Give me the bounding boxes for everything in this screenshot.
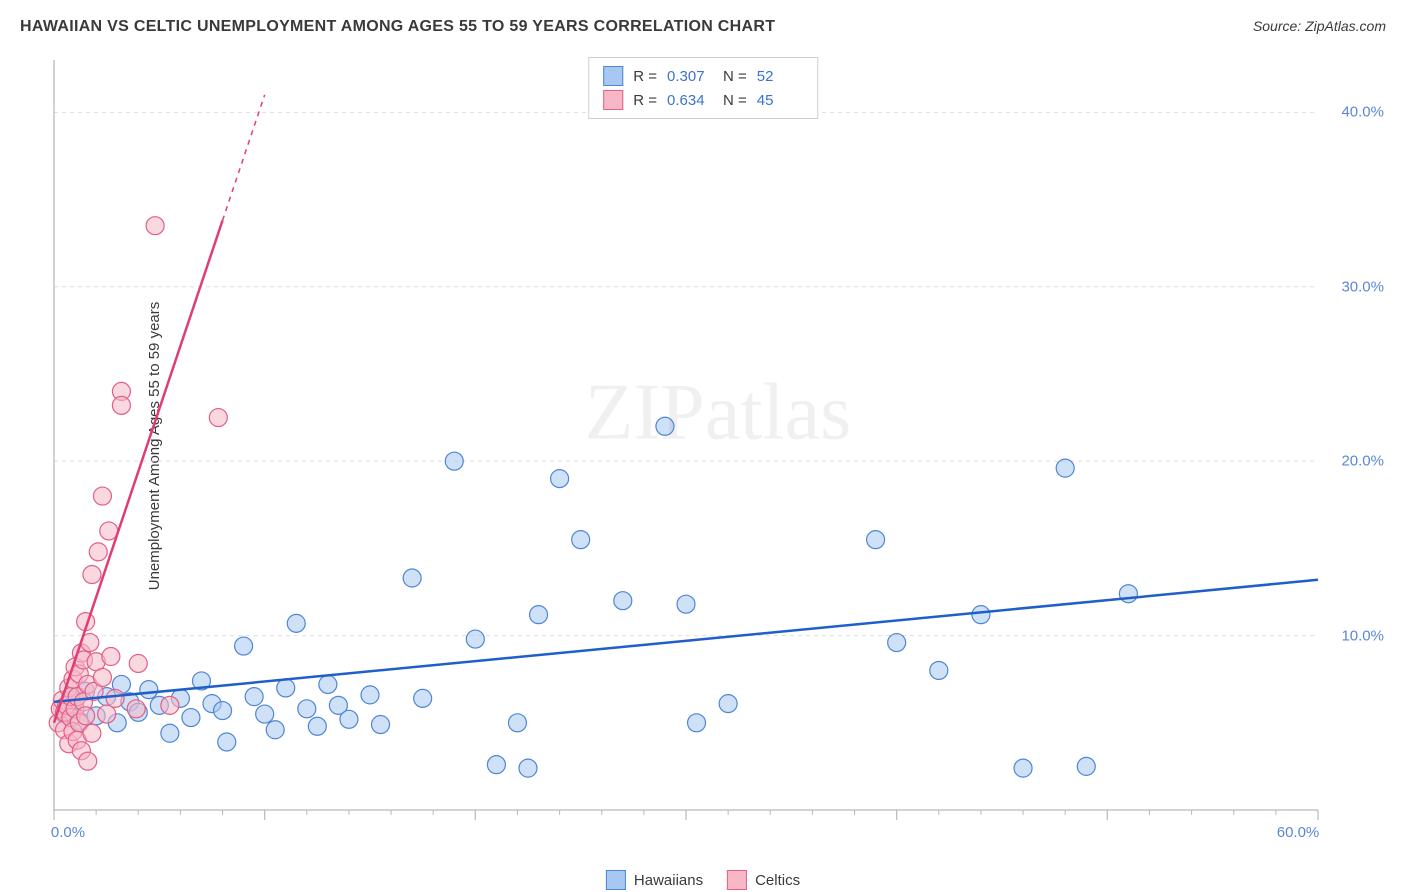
y-tick-label: 30.0% xyxy=(1341,278,1384,295)
legend-item-celtics: Celtics xyxy=(727,870,800,890)
series-legend: Hawaiians Celtics xyxy=(606,870,800,890)
source-attribution: Source: ZipAtlas.com xyxy=(1253,18,1386,34)
legend-label: Celtics xyxy=(755,872,800,889)
r-label: R = xyxy=(633,68,657,85)
chart-title: HAWAIIAN VS CELTIC UNEMPLOYMENT AMONG AG… xyxy=(20,18,775,36)
x-tick-label: 0.0% xyxy=(51,824,85,841)
y-tick-label: 20.0% xyxy=(1341,453,1384,470)
chart-area: ZIPatlas xyxy=(48,50,1388,840)
n-value: 52 xyxy=(757,68,803,85)
legend-item-hawaiians: Hawaiians xyxy=(606,870,703,890)
legend-swatch xyxy=(603,66,623,86)
y-tick-label: 10.0% xyxy=(1341,627,1384,644)
y-tick-label: 40.0% xyxy=(1341,104,1384,121)
x-tick-label: 60.0% xyxy=(1277,824,1320,841)
n-label: N = xyxy=(723,68,747,85)
r-label: R = xyxy=(633,92,657,109)
r-value: 0.307 xyxy=(667,68,713,85)
legend-swatch xyxy=(606,870,626,890)
legend-row-celtics: R = 0.634 N = 45 xyxy=(603,88,803,112)
r-value: 0.634 xyxy=(667,92,713,109)
n-label: N = xyxy=(723,92,747,109)
n-value: 45 xyxy=(757,92,803,109)
correlation-legend: R = 0.307 N = 52 R = 0.634 N = 45 xyxy=(588,57,818,119)
legend-swatch xyxy=(727,870,747,890)
scatter-chart xyxy=(48,50,1388,840)
legend-row-hawaiians: R = 0.307 N = 52 xyxy=(603,64,803,88)
legend-label: Hawaiians xyxy=(634,872,703,889)
legend-swatch xyxy=(603,90,623,110)
